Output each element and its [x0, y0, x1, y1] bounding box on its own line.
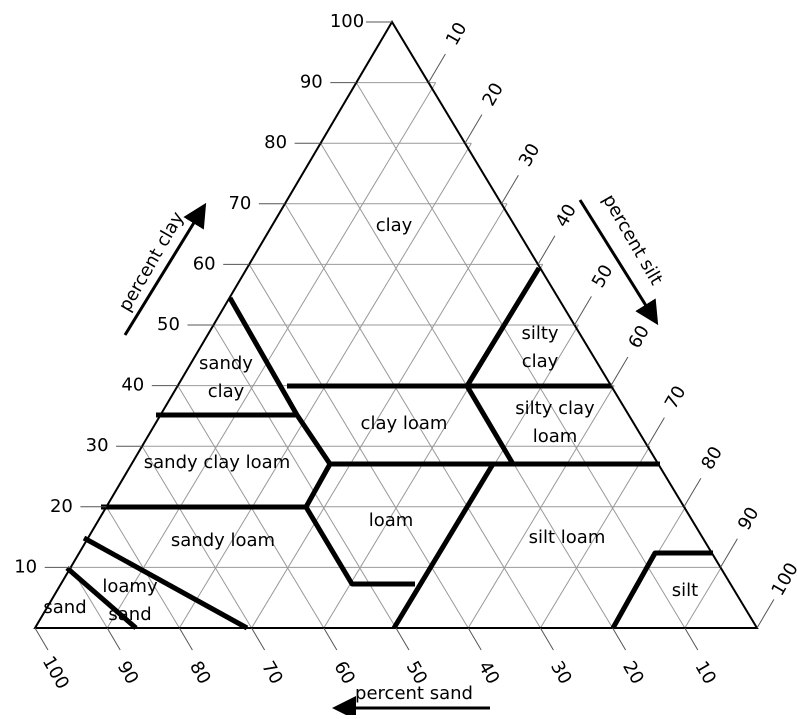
sand-tick-label: 80: [185, 658, 215, 688]
region-label: loam: [533, 426, 578, 447]
region-label: silty clay: [515, 398, 595, 419]
tick: [684, 627, 699, 651]
silt-arrow: [578, 199, 659, 326]
tick: [537, 235, 556, 265]
region-label: sandy loam: [171, 530, 275, 551]
grid-line: [355, 82, 686, 629]
grid-line: [539, 445, 651, 629]
silt-tick-label: 70: [661, 382, 691, 412]
boundary: [82, 535, 249, 631]
clay-tick-label: 90: [300, 72, 323, 93]
tick: [467, 627, 482, 651]
silt-tick-label: 100: [767, 559, 797, 599]
tick: [428, 53, 446, 83]
clay-tick-label: 70: [228, 193, 251, 214]
silt-tick-label: 80: [697, 443, 727, 473]
region-label: loamy: [102, 576, 158, 597]
tick: [612, 627, 627, 651]
tick: [178, 627, 193, 651]
grid-line: [251, 203, 508, 629]
silt-tick-label: 30: [515, 140, 545, 170]
sand-tick-label: 30: [546, 658, 576, 688]
tick: [647, 417, 665, 447]
clay-tick-label: 60: [193, 253, 216, 274]
region-label: clay: [522, 351, 559, 372]
grid-line: [106, 82, 437, 629]
silt-tick-label: 60: [624, 322, 654, 352]
tick: [251, 627, 266, 651]
boundary: [65, 566, 138, 630]
grid-line: [467, 385, 615, 629]
tick: [34, 627, 49, 651]
boundary: [610, 550, 713, 630]
clay-arrow: [123, 202, 207, 336]
clay-tick-label: 10: [14, 556, 37, 577]
region-label: sand: [43, 597, 86, 618]
tick: [610, 356, 629, 386]
sand-tick-label: 20: [618, 658, 648, 688]
sand-tick-label: 70: [257, 658, 287, 688]
grid-line: [284, 203, 541, 629]
region-label: sandy: [199, 353, 253, 374]
clay-tick-label: 30: [86, 435, 109, 456]
region-label: silt loam: [529, 527, 606, 548]
region-label: clay loam: [361, 413, 448, 434]
tick: [106, 627, 121, 651]
grid-line: [105, 506, 180, 629]
tick: [683, 477, 702, 508]
boundary: [391, 462, 496, 630]
region-label: loam: [369, 510, 414, 531]
clay-axis-label: percent clay: [115, 208, 189, 315]
sand-tick-label: 100: [38, 653, 73, 693]
tick: [501, 174, 519, 205]
tick: [756, 599, 775, 629]
grid-line: [213, 324, 397, 629]
sand-tick-label: 90: [113, 658, 143, 688]
grid: [70, 82, 722, 629]
tick: [323, 627, 338, 651]
tick: [720, 538, 738, 568]
region-label: clay: [376, 215, 413, 236]
sand-axis-label: percent sand: [355, 683, 473, 704]
silt-tick-label: 40: [551, 201, 581, 231]
clay-tick-label: 50: [157, 314, 180, 335]
region-label: silty: [521, 323, 558, 344]
silt-tick-label: 10: [442, 19, 472, 49]
tick: [574, 296, 592, 326]
clay-tick-label: 100: [330, 11, 364, 32]
texture-boundaries: [65, 266, 713, 631]
clay-tick-label: 20: [50, 496, 73, 517]
clay-tick-label: 40: [121, 375, 144, 396]
grid-line: [684, 567, 722, 629]
silt-tick-label: 20: [478, 79, 508, 109]
boundary: [464, 266, 542, 466]
tick: [539, 627, 554, 651]
grid-line: [141, 445, 253, 629]
region-label: sandy clay loam: [144, 452, 291, 473]
boundary: [227, 296, 415, 587]
sand-tick-label: 10: [690, 658, 720, 688]
region-label: clay: [208, 381, 245, 402]
clay-tick-label: 80: [264, 132, 287, 153]
silt-tick-label: 50: [588, 261, 618, 291]
sand-tick-label: 40: [474, 658, 504, 688]
tick: [395, 627, 410, 651]
silt-tick-label: 90: [734, 504, 764, 534]
region-label: silt: [672, 580, 698, 601]
tick: [464, 114, 483, 144]
region-label: sand: [108, 604, 151, 625]
